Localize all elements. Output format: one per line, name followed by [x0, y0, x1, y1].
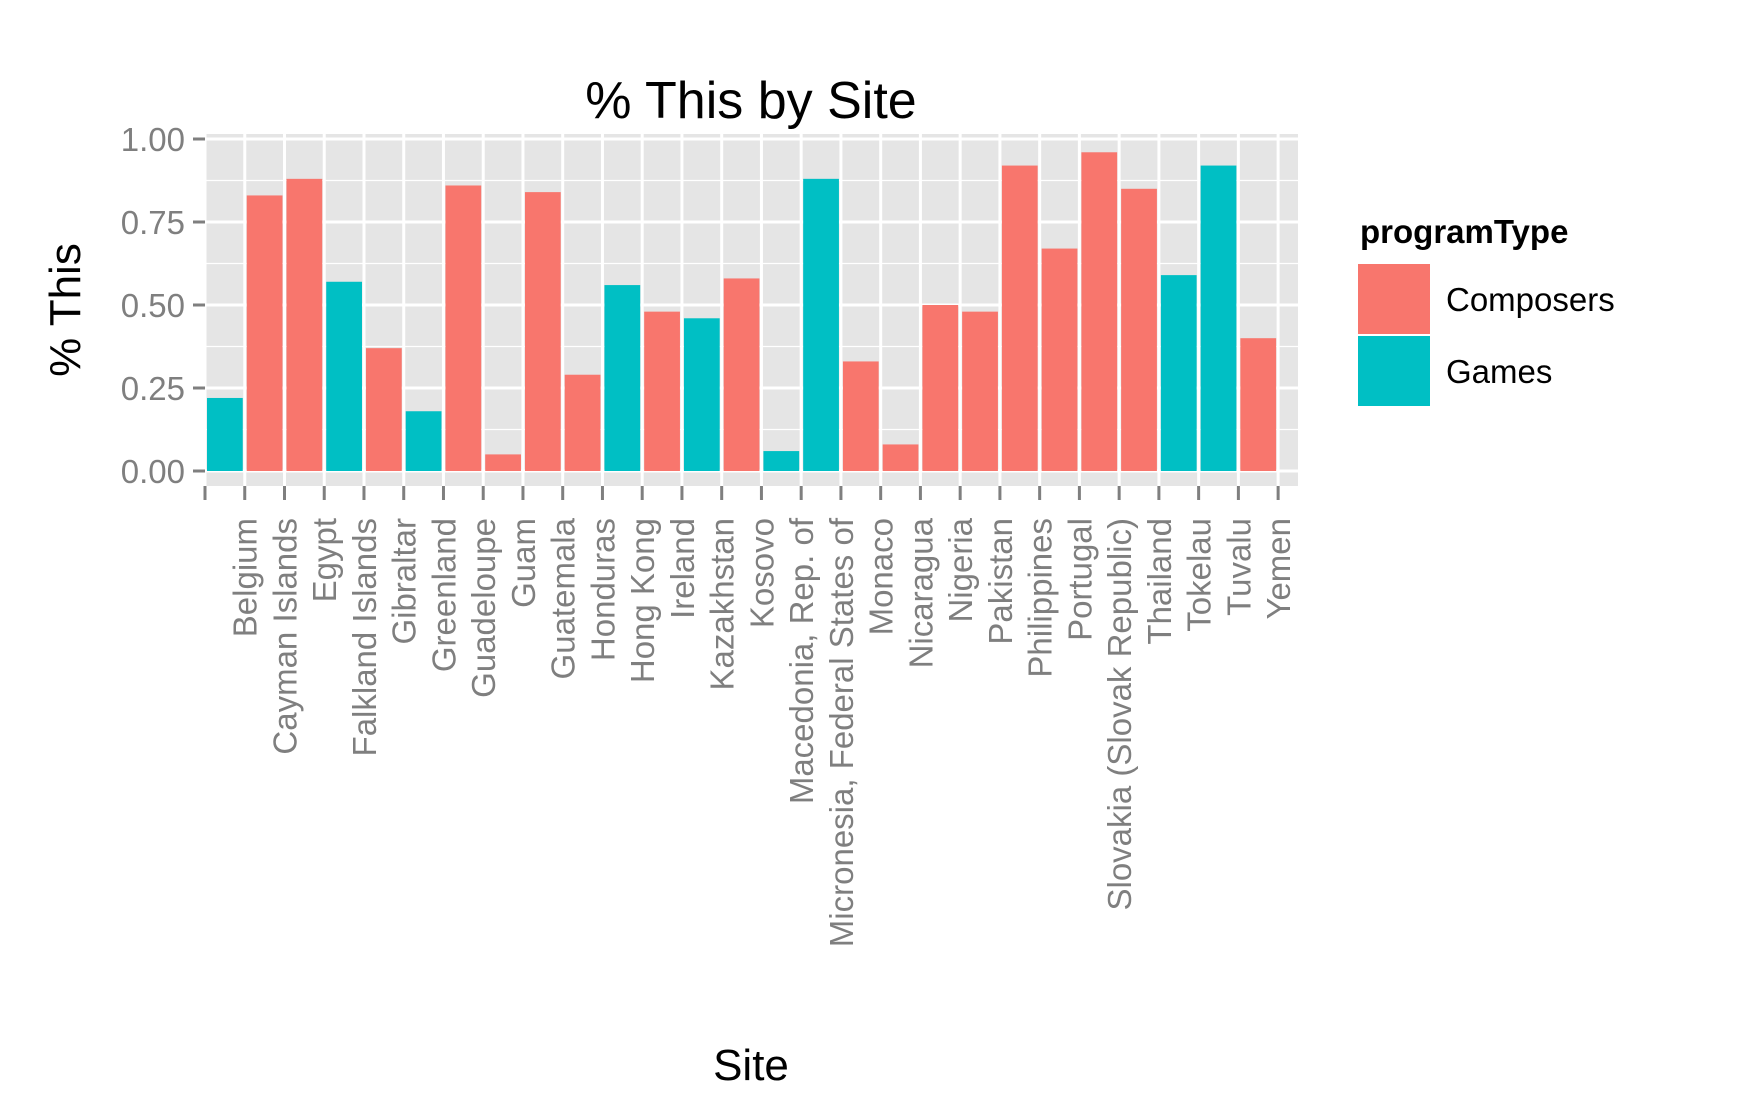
bar-macedonia-rep-of	[763, 451, 800, 471]
bar-tuvalu	[1200, 165, 1237, 471]
x-tick-label: Thailand	[1141, 518, 1178, 645]
bar-nicaragua	[882, 444, 919, 471]
x-tick-label: Cayman Islands	[266, 518, 303, 755]
bar-kazakhstan	[683, 318, 720, 471]
x-tick-label: Tuvalu	[1220, 518, 1257, 616]
x-tick-label: Guadeloupe	[465, 518, 502, 698]
bar-belgium	[206, 397, 243, 471]
y-tick-label: 0.00	[121, 453, 185, 490]
bar-micronesia-federal-states-of	[803, 178, 839, 471]
bar-egypt	[286, 178, 323, 471]
bar-falkland-islands	[326, 281, 362, 471]
bar-yemen	[1240, 338, 1277, 471]
bar-gibraltar	[365, 348, 402, 471]
legend-key-composers	[1358, 264, 1430, 334]
x-tick-label: Falkland Islands	[346, 518, 383, 756]
legend-key-games	[1358, 336, 1430, 406]
bars-group	[206, 152, 1277, 472]
x-tick-label: Yemen	[1260, 518, 1297, 620]
y-axis-title: % This	[41, 243, 90, 377]
y-tick-label: 1.00	[121, 121, 185, 158]
bar-guadeloupe	[445, 185, 482, 472]
x-tick-label: Tokelau	[1181, 518, 1218, 632]
bar-ireland	[644, 311, 680, 471]
x-tick-label: Monaco	[863, 518, 900, 635]
x-tick-label: Ireland	[664, 518, 701, 619]
bar-pakistan	[962, 311, 998, 471]
x-axis-title: Site	[713, 1041, 789, 1090]
x-tick-label: Greenland	[425, 518, 462, 672]
x-tick-label: Guam	[505, 518, 542, 608]
x-tick-label: Macedonia, Rep. of	[783, 517, 820, 804]
x-tick-label: Nicaragua	[902, 517, 939, 668]
x-tick-label: Belgium	[227, 518, 264, 637]
x-axis: Belgium Cayman Islands Egypt Falkland Islan…	[203, 486, 1297, 947]
x-tick-label: Honduras	[584, 518, 621, 661]
y-tick-label: 0.50	[121, 287, 185, 324]
y-tick-label: 0.75	[121, 204, 185, 241]
bar-slovakia-slovak-republic	[1081, 152, 1118, 471]
x-tick-label: Portugal	[1061, 518, 1098, 641]
chart-title: % This by Site	[585, 72, 916, 130]
bar-guatemala	[524, 192, 561, 471]
legend-label-composers: Composers	[1446, 281, 1615, 318]
y-tick-label: 0.25	[121, 370, 185, 407]
bar-tokelau	[1160, 275, 1197, 471]
bar-cayman-islands	[246, 195, 283, 471]
bar-kosovo	[723, 278, 760, 471]
legend-label-games: Games	[1446, 353, 1552, 390]
bar-nigeria	[922, 305, 959, 471]
y-axis: 0.00 0.25 0.50 0.75 1.00	[121, 121, 205, 490]
bar-honduras	[564, 374, 601, 471]
bar-portugal	[1041, 248, 1078, 471]
legend-title: programType	[1360, 213, 1568, 250]
bar-philippines	[1001, 165, 1038, 471]
x-tick-label: Slovakia (Slovak Republic)	[1101, 518, 1138, 911]
x-tick-label: Micronesia, Federal States of	[823, 517, 860, 947]
bar-guam	[485, 454, 521, 471]
x-tick-label: Kosovo	[743, 518, 780, 628]
x-tick-label: Guatemala	[545, 517, 582, 679]
bar-hong-kong	[604, 285, 641, 471]
x-tick-label: Nigeria	[942, 517, 979, 622]
x-tick-label: Hong Kong	[624, 518, 661, 683]
legend: programType Composers Games	[1358, 213, 1615, 406]
x-tick-label: Pakistan	[982, 518, 1019, 645]
bar-greenland	[405, 411, 442, 471]
bar-monaco	[842, 361, 879, 471]
x-tick-label: Kazakhstan	[704, 518, 741, 690]
bar-thailand	[1121, 188, 1157, 472]
x-tick-label: Philippines	[1022, 518, 1059, 678]
x-tick-label: Egypt	[306, 518, 343, 602]
x-tick-label: Gibraltar	[386, 518, 423, 645]
